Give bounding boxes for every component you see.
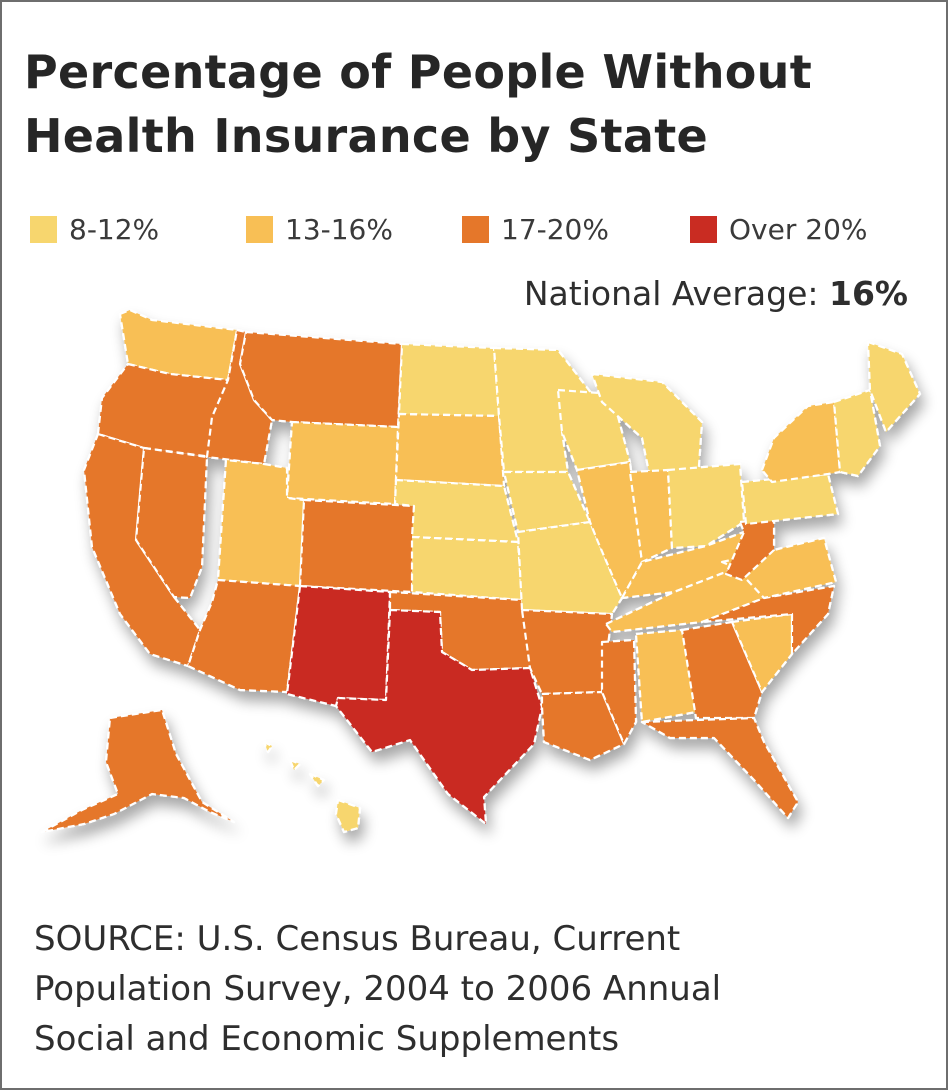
national-average-value: 16% xyxy=(829,274,908,313)
state-mn xyxy=(492,346,594,474)
legend-item-over-20: Over 20% xyxy=(690,207,867,251)
source-note: SOURCE: U.S. Census Bureau, Current Popu… xyxy=(34,914,924,1064)
legend-swatch xyxy=(462,215,489,243)
source-line-1: SOURCE: U.S. Census Bureau, Current xyxy=(34,919,681,959)
legend-item-17-20: 17-20% xyxy=(462,207,609,251)
title-line-2: Health Insurance by State xyxy=(24,109,708,163)
state-hi xyxy=(262,740,362,834)
us-map xyxy=(2,292,946,872)
legend: 8-12% 13-16% 17-20% Over 20% xyxy=(30,207,930,251)
legend-swatch xyxy=(246,215,273,243)
state-ks xyxy=(410,535,524,602)
source-line-2: Population Survey, 2004 to 2006 Annual xyxy=(34,969,722,1009)
state-ar xyxy=(520,608,614,696)
state-wy xyxy=(285,420,400,506)
legend-label: 17-20% xyxy=(501,212,609,246)
state-tx xyxy=(334,608,544,826)
state-al xyxy=(634,628,698,724)
state-ny xyxy=(760,400,842,484)
state-co xyxy=(298,498,416,594)
title-line-1: Percentage of People Without xyxy=(24,45,813,99)
state-mi xyxy=(590,372,704,489)
state-nd xyxy=(397,342,501,418)
national-average: National Average: 16% xyxy=(524,274,908,313)
legend-label: 8-12% xyxy=(69,212,160,246)
source-line-3: Social and Economic Supplements xyxy=(34,1019,620,1059)
state-nm xyxy=(285,584,392,708)
national-average-label: National Average: xyxy=(523,274,819,313)
legend-item-8-12: 8-12% xyxy=(30,207,159,251)
state-pa xyxy=(740,472,840,526)
legend-swatch xyxy=(30,215,57,243)
state-il xyxy=(575,460,644,600)
state-ak xyxy=(40,708,236,834)
state-ia xyxy=(502,470,592,534)
state-me xyxy=(866,340,922,434)
state-ms xyxy=(600,638,638,746)
state-sd xyxy=(394,412,506,488)
state-ne xyxy=(393,478,520,544)
state-fl xyxy=(640,716,800,820)
state-ne-states xyxy=(832,388,882,478)
legend-swatch xyxy=(690,215,717,243)
state-oh xyxy=(666,462,746,550)
legend-item-13-16: 13-16% xyxy=(246,207,393,251)
legend-label: 13-16% xyxy=(285,212,393,246)
state-az xyxy=(186,578,302,694)
us-map-svg xyxy=(40,308,922,834)
chart-title: Percentage of People Without Health Insu… xyxy=(24,40,924,168)
state-mt xyxy=(238,330,404,429)
state-nv xyxy=(134,446,209,600)
state-mo xyxy=(516,520,624,616)
legend-label: Over 20% xyxy=(729,212,868,246)
